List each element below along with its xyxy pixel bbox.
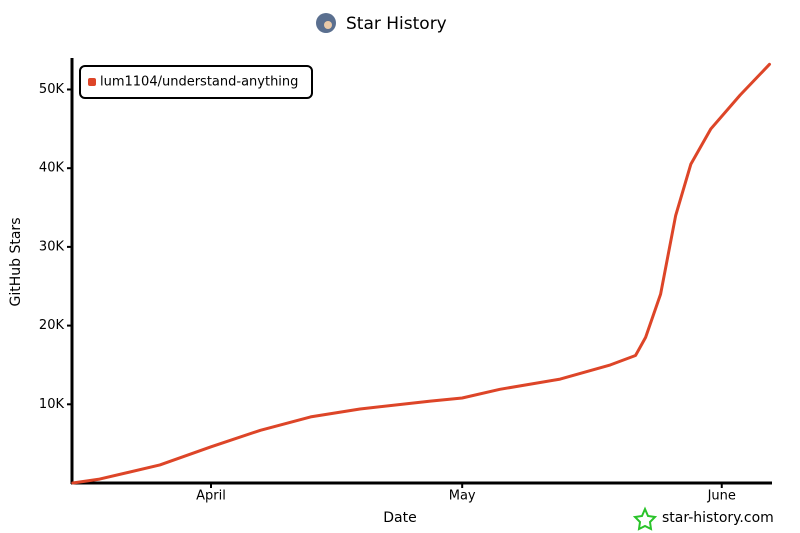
- title-avatar-face: [324, 21, 332, 29]
- x-axis-label: Date: [383, 510, 416, 526]
- y-tick-label: 20K: [39, 318, 65, 333]
- x-tick-label: April: [196, 489, 226, 504]
- legend-label: lum1104/understand-anything: [100, 75, 298, 90]
- y-axis-label: GitHub Stars: [8, 218, 24, 307]
- chart-title: Star History: [346, 14, 447, 34]
- x-tick-label: June: [707, 489, 736, 504]
- y-tick-label: 50K: [39, 82, 65, 97]
- y-tick-label: 30K: [39, 239, 65, 254]
- y-tick-label: 40K: [39, 161, 65, 176]
- watermark-logo: [632, 506, 658, 531]
- x-tick-label: May: [449, 489, 476, 504]
- watermark: star-history.com: [662, 510, 774, 526]
- y-tick-label: 10K: [39, 397, 65, 412]
- legend-box: [79, 65, 313, 99]
- legend-swatch: [88, 78, 96, 86]
- line-series: [71, 62, 771, 485]
